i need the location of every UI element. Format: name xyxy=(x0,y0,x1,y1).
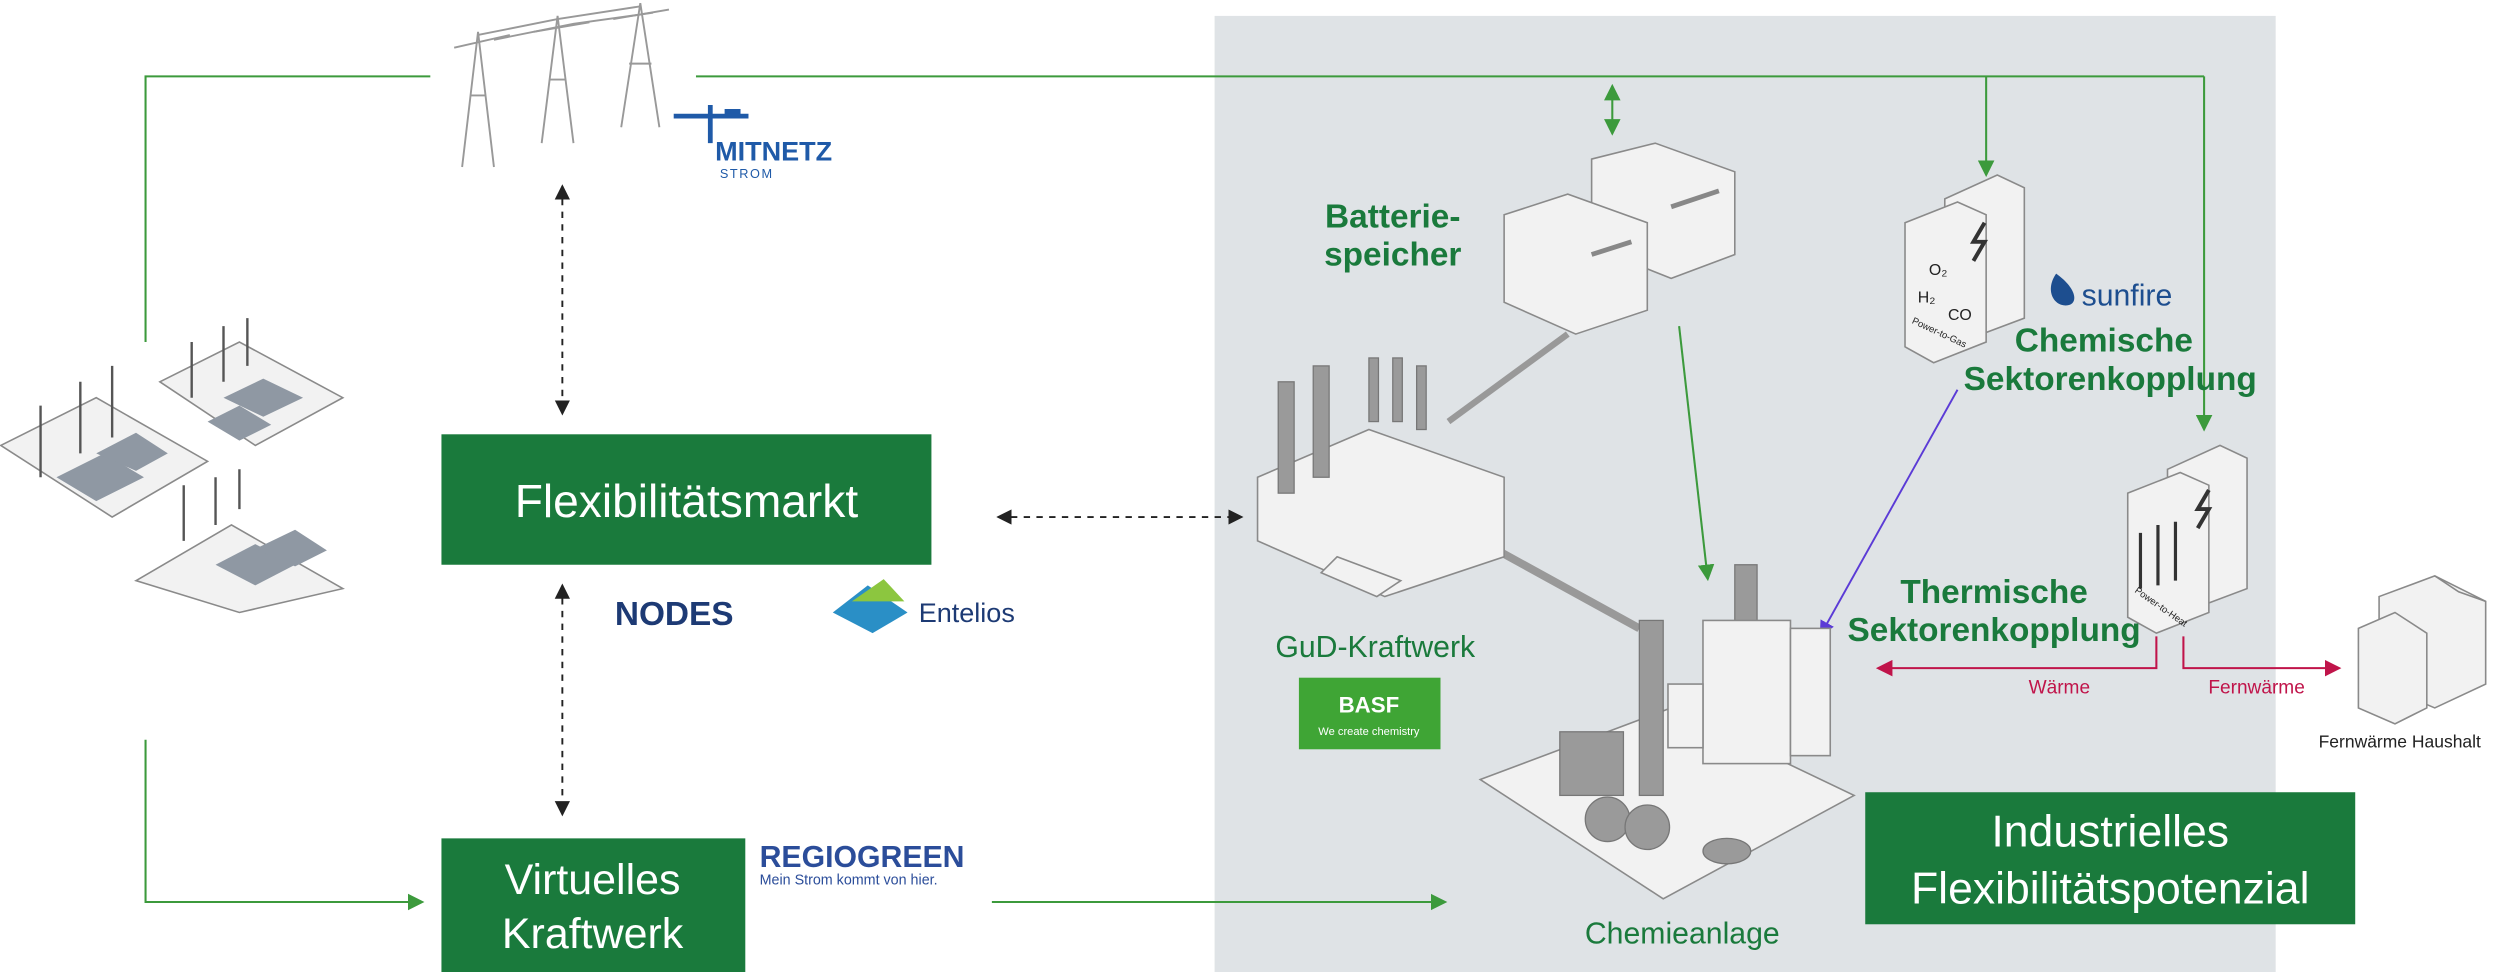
pylons-icon xyxy=(454,3,669,167)
diagram: MITNETZ STROM Flexibilitätsmarkt Virtuel… xyxy=(0,0,2496,972)
sunfire-logo: sunfire xyxy=(2082,279,2173,312)
industrial-label: Industrielles xyxy=(1991,807,2229,856)
page: MITNETZ STROM Flexibilitätsmarkt Virtuel… xyxy=(0,0,2496,972)
chem-plant-label: Chemieanlage xyxy=(1585,917,1780,950)
therm-coupling-label: Thermische xyxy=(1900,574,2087,611)
nodes-logo: NODES xyxy=(615,596,734,633)
entelios-mark xyxy=(852,579,904,601)
renewables-icon xyxy=(1,318,343,612)
battery-label: speicher xyxy=(1324,237,1461,274)
p2g-co: CO xyxy=(1948,307,1972,324)
battery-label: Batterie- xyxy=(1325,198,1460,235)
vpp-label: Virtuelles xyxy=(505,856,681,904)
household-label: Fernwärme Haushalt xyxy=(2319,732,2481,752)
basf-logo: BASF xyxy=(1339,693,1400,718)
heat-label: Wärme xyxy=(2029,678,2090,699)
gud-label: GuD-Kraftwerk xyxy=(1275,631,1476,664)
regiogreen-slogan: Mein Strom kommt von hier. xyxy=(760,873,938,889)
industrial-label: Flexibilitätspotenzial xyxy=(1911,865,2309,914)
regiogreen-logo: REGIOGREEN xyxy=(760,841,965,874)
chem-coupling-label: Chemische xyxy=(2015,323,2193,360)
entelios-logo: Entelios xyxy=(919,598,1015,628)
p2g-o2: O₂ xyxy=(1929,262,1948,279)
mitnetz-logo: MITNETZ xyxy=(715,137,832,167)
mitnetz-sub: STROM xyxy=(720,166,774,181)
vpp-label: Kraftwerk xyxy=(502,910,684,958)
basf-slogan: We create chemistry xyxy=(1318,726,1420,738)
therm-coupling-label: Sektorenkopplung xyxy=(1848,612,2141,649)
district-heat-label: Fernwärme xyxy=(2208,678,2304,699)
house-icon xyxy=(2358,576,2485,724)
chem-coupling-label: Sektorenkopplung xyxy=(1964,361,2257,398)
flex-market-label: Flexibilitätsmarkt xyxy=(515,475,859,527)
p2g-h2: H₂ xyxy=(1918,289,1936,306)
